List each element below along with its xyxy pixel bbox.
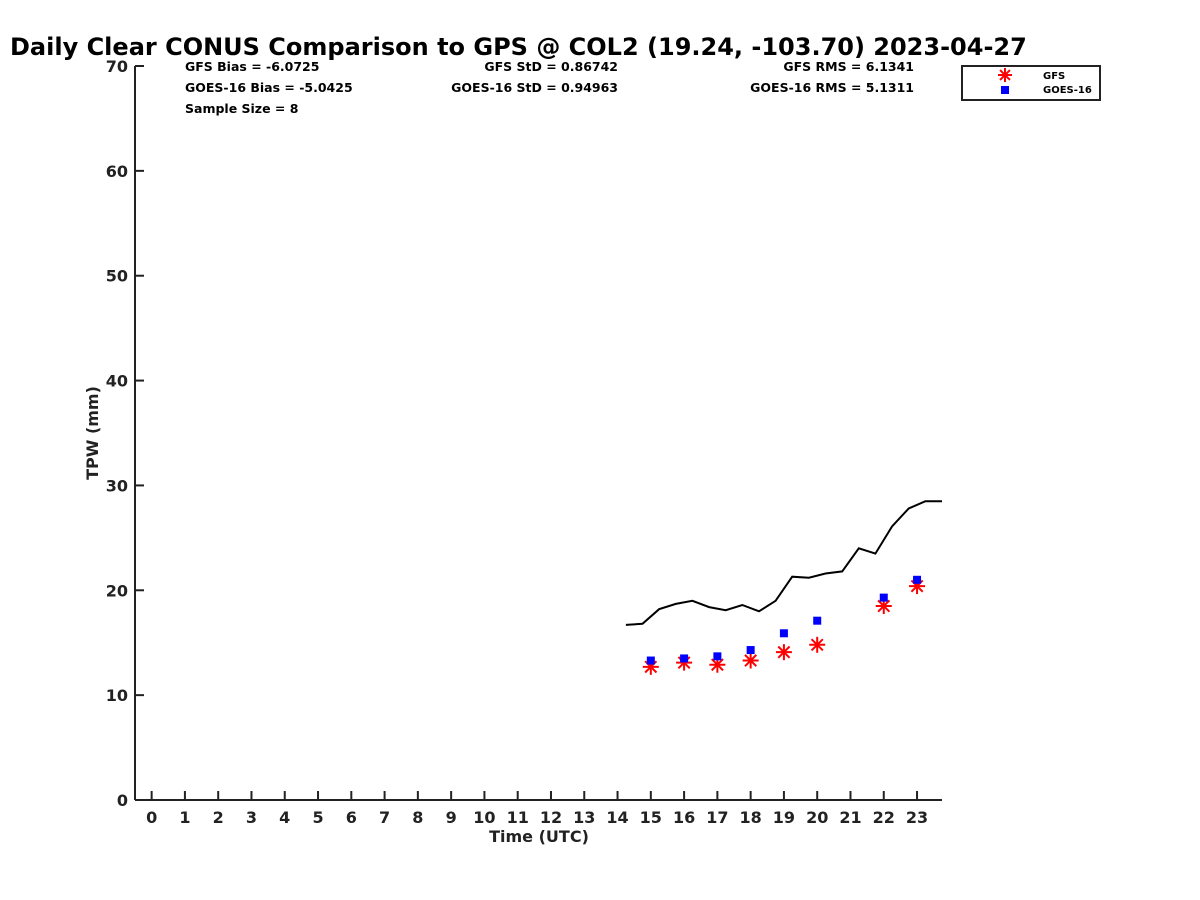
x-tick-label: 8: [412, 808, 423, 827]
goes-point: [646, 656, 655, 665]
legend-goes-marker: [1001, 86, 1009, 94]
goes-point: [913, 575, 922, 584]
x-tick-label: 21: [839, 808, 861, 827]
x-tick-label: 23: [906, 808, 928, 827]
legend-gfs-asterisk: [998, 68, 1012, 82]
stats-block: GFS Bias = -6.0725 GOES-16 Bias = -5.042…: [185, 59, 914, 116]
y-tick-label: 30: [106, 476, 128, 495]
x-tick-label: 18: [740, 808, 762, 827]
gfs-std-text: GFS StD = 0.86742: [484, 59, 618, 74]
goes-point: [680, 654, 689, 663]
legend-gfs-marker: [998, 68, 1012, 82]
x-tick-label: 9: [446, 808, 457, 827]
goes-std-text: GOES-16 StD = 0.94963: [451, 80, 618, 95]
series-layer: [625, 500, 942, 675]
x-tick-label: 20: [806, 808, 828, 827]
y-tick-label: 0: [117, 791, 128, 810]
x-axis-label: Time (UTC): [489, 827, 589, 846]
x-tick-label: 12: [540, 808, 562, 827]
x-tick-label: 15: [640, 808, 662, 827]
y-tick-label: 50: [106, 267, 128, 286]
sample-size-text: Sample Size = 8: [185, 101, 298, 116]
x-tick-label: 7: [379, 808, 390, 827]
x-tick-label: 6: [346, 808, 357, 827]
goes-rms-text: GOES-16 RMS = 5.1311: [750, 80, 914, 95]
y-tick-label: 10: [106, 686, 128, 705]
gfs-point: [809, 636, 826, 653]
x-tick-label: 1: [179, 808, 190, 827]
x-tick-label: 19: [773, 808, 795, 827]
legend-gfs-label: GFS: [1043, 71, 1065, 82]
legend-box: [961, 65, 1101, 101]
gfs-rms-text: GFS RMS = 6.1341: [783, 59, 914, 74]
x-tick-label: 16: [673, 808, 695, 827]
gfs-point: [742, 652, 759, 669]
gfs-point: [775, 644, 792, 661]
goes-point: [746, 646, 755, 655]
x-tick-label: 13: [573, 808, 595, 827]
x-tick-label: 22: [873, 808, 895, 827]
y-tick-label: 70: [106, 57, 128, 76]
y-axis-label: TPW (mm): [83, 386, 102, 480]
x-ticks: 0 1 2 3 4 5 6 7 8 9 10 11 12 13 14 15 16 17 18 19 20 21 22 23: [146, 791, 928, 827]
gps-line: [625, 500, 942, 626]
x-tick-label: 10: [473, 808, 495, 827]
goes-point: [713, 652, 722, 661]
x-tick-label: 4: [279, 808, 290, 827]
gfs-bias-text: GFS Bias = -6.0725: [185, 59, 319, 74]
y-tick-label: 60: [106, 162, 128, 181]
y-tick-label: 20: [106, 581, 128, 600]
goes-point: [779, 629, 788, 638]
goes-bias-text: GOES-16 Bias = -5.0425: [185, 80, 353, 95]
y-tick-label: 40: [106, 372, 128, 391]
axes: [134, 66, 942, 801]
x-tick-label: 3: [246, 808, 257, 827]
gfs-point: [709, 656, 726, 673]
x-tick-label: 17: [706, 808, 728, 827]
x-tick-label: 14: [606, 808, 628, 827]
x-tick-label: 0: [146, 808, 157, 827]
chart-title: Daily Clear CONUS Comparison to GPS @ CO…: [10, 33, 1027, 61]
y-ticks: 0 10 20 30 40 50 60 70: [106, 57, 144, 810]
x-tick-label: 11: [507, 808, 529, 827]
x-tick-label: 2: [213, 808, 224, 827]
legend: GFS GOES-16: [961, 65, 1101, 101]
legend-goes-square: [1001, 86, 1009, 94]
goes-point: [813, 616, 822, 625]
goes-point: [879, 593, 888, 602]
x-tick-label: 5: [312, 808, 323, 827]
legend-goes-label: GOES-16: [1043, 85, 1092, 96]
